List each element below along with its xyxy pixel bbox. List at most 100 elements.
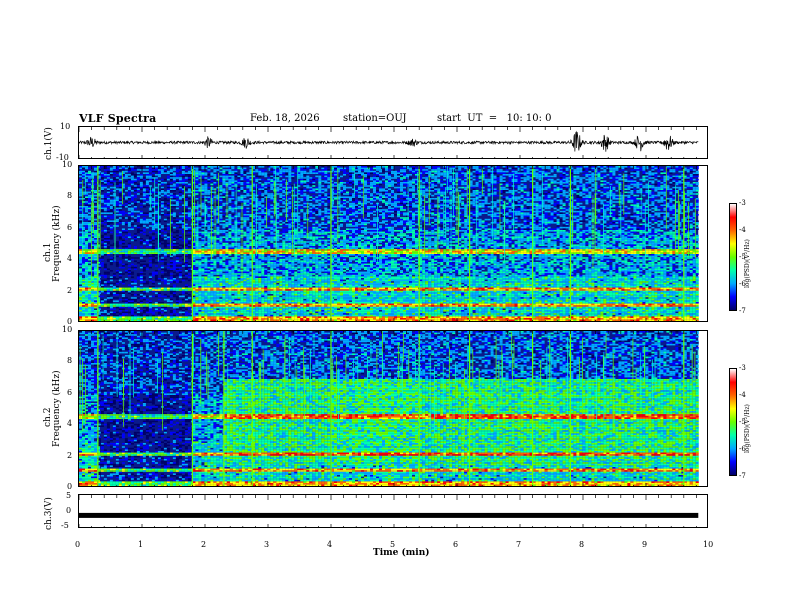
spectrogram-cell [207,282,211,285]
spectrogram-cell [243,254,247,256]
spectrogram-cell [175,287,179,290]
spectrogram-cell [103,303,107,306]
spectrogram-cell [187,188,191,190]
spectrogram-cell [160,268,164,270]
spectrogram-cell [276,175,280,178]
spectrogram-cell [139,177,143,179]
spectrogram-cell [124,217,128,219]
spectrogram-cell [225,282,229,285]
spectrogram-cell [210,230,214,232]
spectrogram-cell [148,225,152,227]
spectrogram-cell [327,201,331,203]
spectrogram-cell [187,319,191,321]
spectrogram-cell [151,250,155,253]
spectrogram-cell [121,174,125,176]
spectrogram-cell [124,246,128,248]
spectrogram-cell [160,295,164,298]
spectrogram-cell [139,249,143,251]
spectrogram-cell [237,178,241,181]
spectrogram-cell [118,316,122,318]
spectrogram-cell [136,257,140,259]
spectrogram-cell [88,308,91,310]
spectrogram-cell [106,223,110,226]
spectrogram-cell [210,265,214,267]
spectrogram-cell [267,199,271,202]
spectrogram-cell [175,238,179,240]
spectrogram-cell [234,305,238,307]
spectrogram-cell [207,266,211,269]
spectrogram-cell [181,295,185,298]
spectrogram-cell [195,198,199,200]
spectrogram-cell [98,321,101,322]
spectrogram-cell [243,265,247,267]
spectrogram-cell [225,287,229,290]
spectrogram-cell [115,183,119,186]
spectrogram-cell [327,186,331,189]
spectrogram-cell [148,250,152,253]
spectrogram-cell [172,217,176,219]
spectrogram-cell [142,263,146,266]
spectrogram-cell [121,210,125,213]
spectrogram-cell [172,310,176,312]
spectrogram-cell [142,260,146,262]
spectrogram-cell [267,194,271,197]
spectrogram-cell [258,193,262,195]
spectrogram-cell [88,183,91,186]
spectrogram-cell [118,305,122,307]
spectrogram-cell [79,268,82,270]
spectrogram-cell [82,188,85,190]
spectrogram-cell [97,255,101,258]
spectrogram-cell [309,191,313,194]
spectrogram-cell [321,172,325,174]
spectrogram-cell [142,252,146,254]
spectrogram-cell [192,212,196,214]
spectrogram-cell [225,238,229,240]
spectrogram-cell [204,234,208,237]
spectrogram-cell [79,249,82,251]
spectrogram-cell [82,201,85,203]
spectrogram-cell [163,258,167,261]
spectrogram-cell [210,266,214,269]
spectrogram-cell [121,183,125,186]
spectrogram-cell [228,220,232,222]
spectrogram-cell [169,172,173,174]
spectrogram-cell [79,276,82,278]
spectrogram-cell [231,175,235,178]
spectrogram-cell [118,250,122,253]
spectrogram-cell [154,289,158,291]
spectrogram-cell [118,292,122,294]
spectrogram-cell [225,289,229,291]
spectrogram-cell [219,250,223,253]
spectrogram-cell [216,295,220,298]
spectrogram-cell [142,212,146,214]
spectrogram-cell [231,295,235,298]
spectrogram-cell [204,186,208,189]
spectrogram-cell [267,207,271,210]
spectrogram-cell [219,274,223,277]
spectrogram-cell [103,284,107,286]
spectrogram-cell [201,257,205,259]
spectrogram-cell [130,212,134,214]
spectrogram-cell [234,321,237,322]
spectrogram-cell [100,289,104,291]
spectrogram-cell [163,225,167,227]
spectrogram-cell [184,278,188,280]
spectrogram-cell [318,175,322,178]
spectrogram-cell [166,226,170,229]
spectrogram-cell [178,178,182,181]
spectrogram-cell [181,318,185,320]
spectrogram-cell [185,321,188,322]
spectrogram-cell [88,198,91,200]
spectrogram-cell [321,174,325,176]
spectrogram-cell [258,201,262,203]
spectrogram-cell [187,177,191,179]
spectrogram-cell [163,249,167,251]
spectrogram-cell [139,305,143,307]
spectrogram-cell [133,265,137,267]
spectrogram-cell [100,318,104,320]
spectrogram-cell [216,262,220,264]
spectrogram-cell [228,246,232,248]
spectrogram-cell [249,242,253,245]
spectrogram-cell [234,287,238,290]
spectrogram-cell [121,292,125,294]
